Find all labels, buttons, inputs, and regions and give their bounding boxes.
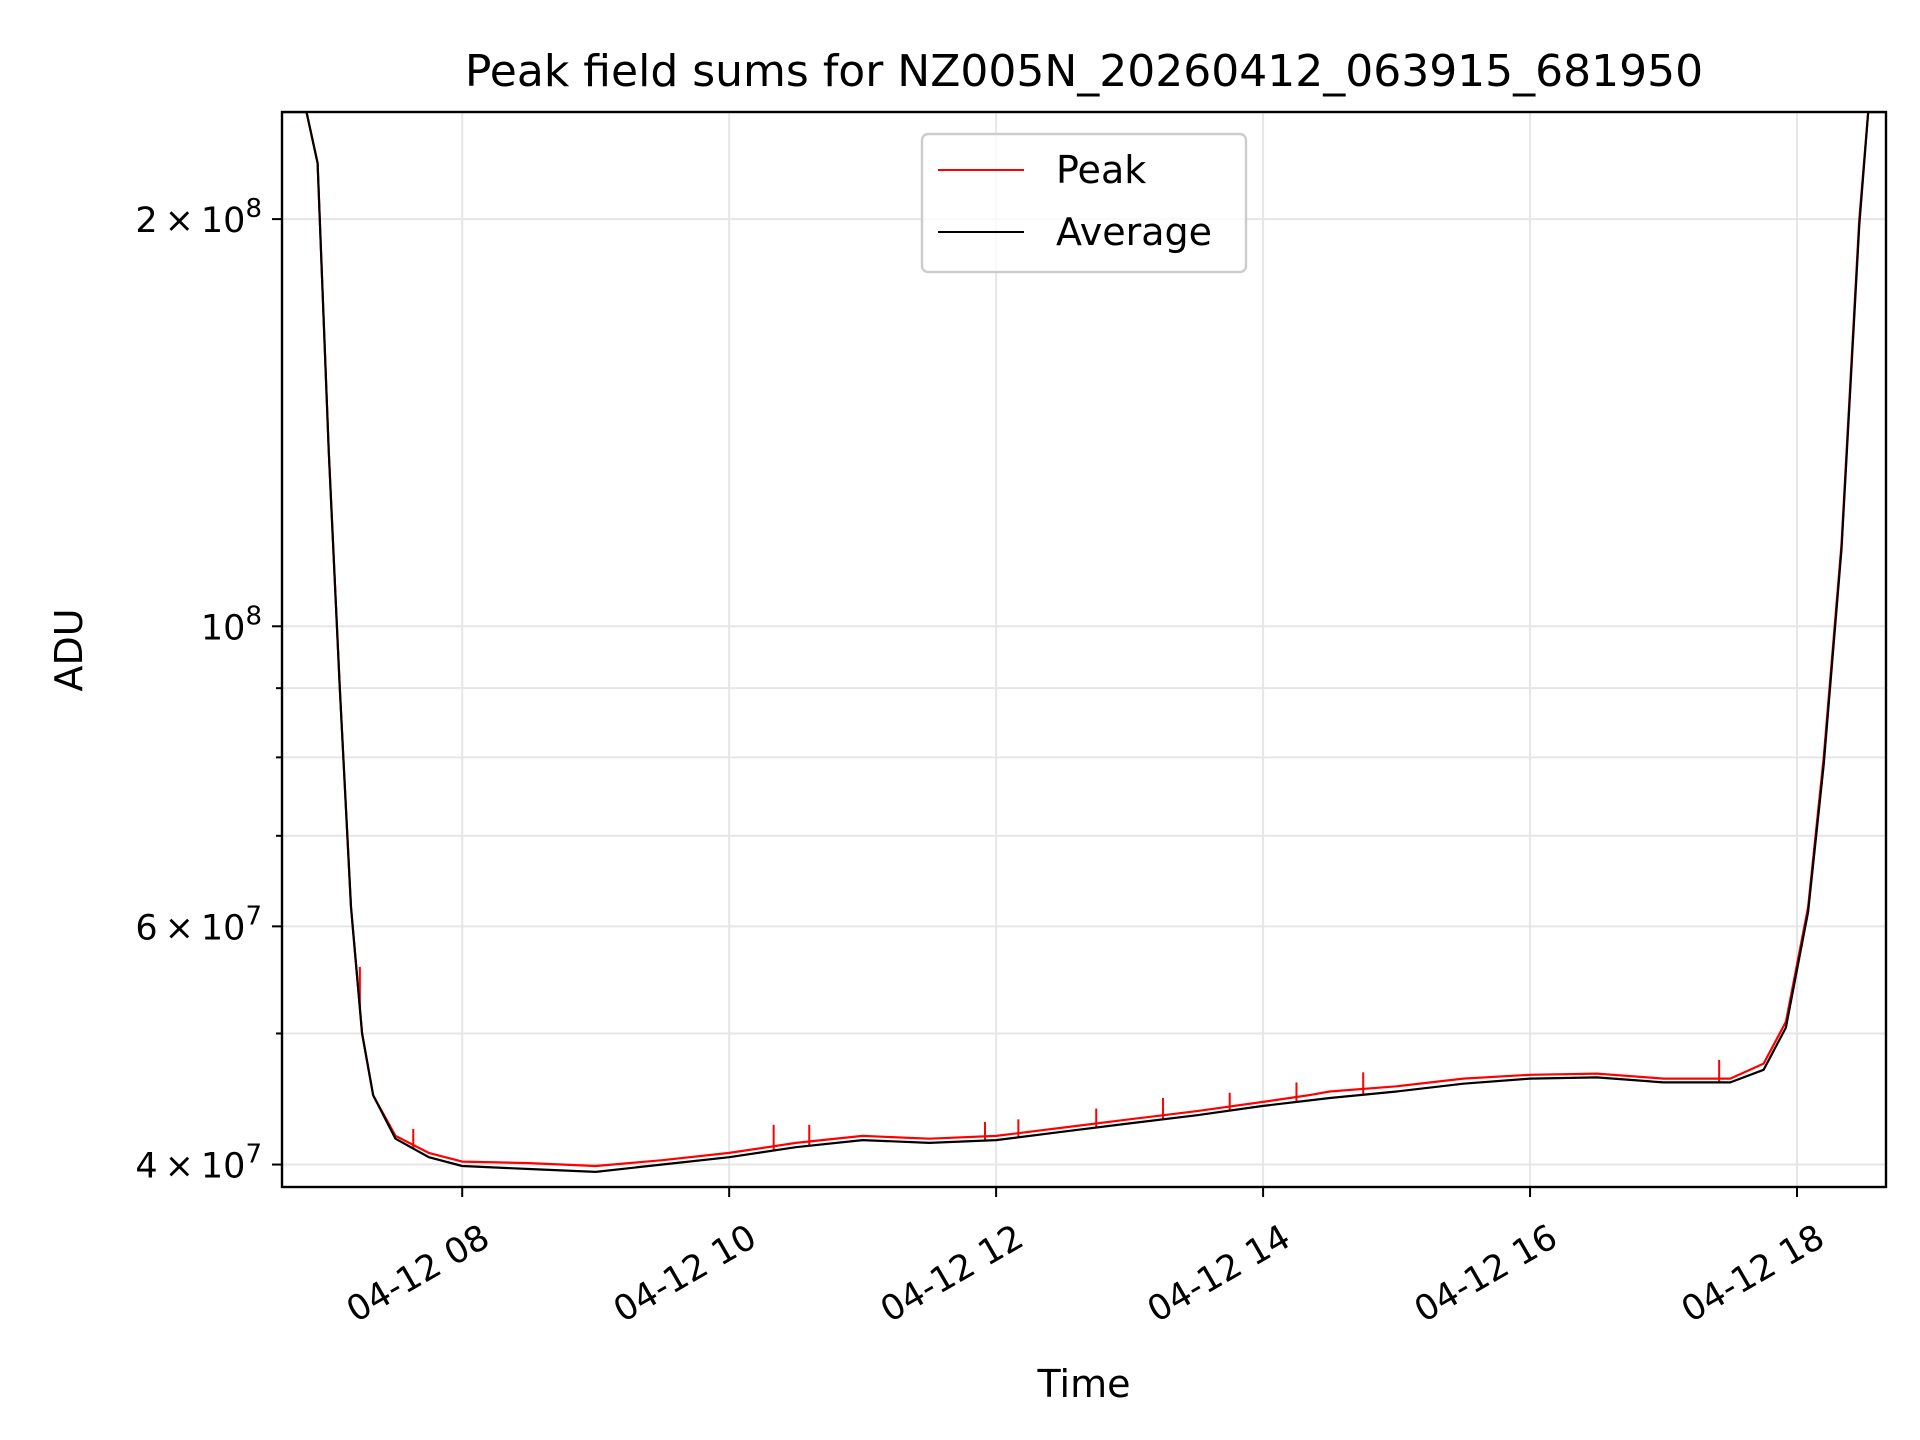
y-tick-exponent: 8 [245, 194, 262, 224]
y-axis-label: ADU [47, 608, 91, 691]
axes-frame [280, 110, 1888, 1189]
y-tick-label: 6 × 107 [135, 901, 262, 948]
y-tick-label: 4 × 107 [135, 1140, 262, 1187]
y-tick-label: 2 × 108 [135, 194, 262, 241]
legend: Peak Average [920, 132, 1248, 274]
x-axis-label: Time [1037, 1362, 1131, 1406]
chart-title: Peak field sums for NZ005N_20260412_0639… [465, 46, 1703, 97]
y-tick-exponent: 8 [245, 601, 262, 631]
y-tick-exponent: 7 [245, 901, 262, 931]
legend-box [920, 132, 1248, 274]
series-line-average [282, 112, 1886, 1173]
plot-area [282, 112, 1886, 1173]
y-tick-exponent: 7 [245, 1140, 262, 1170]
legend-peak-label: Peak [1056, 148, 1146, 192]
legend-average-label: Average [1056, 210, 1212, 254]
